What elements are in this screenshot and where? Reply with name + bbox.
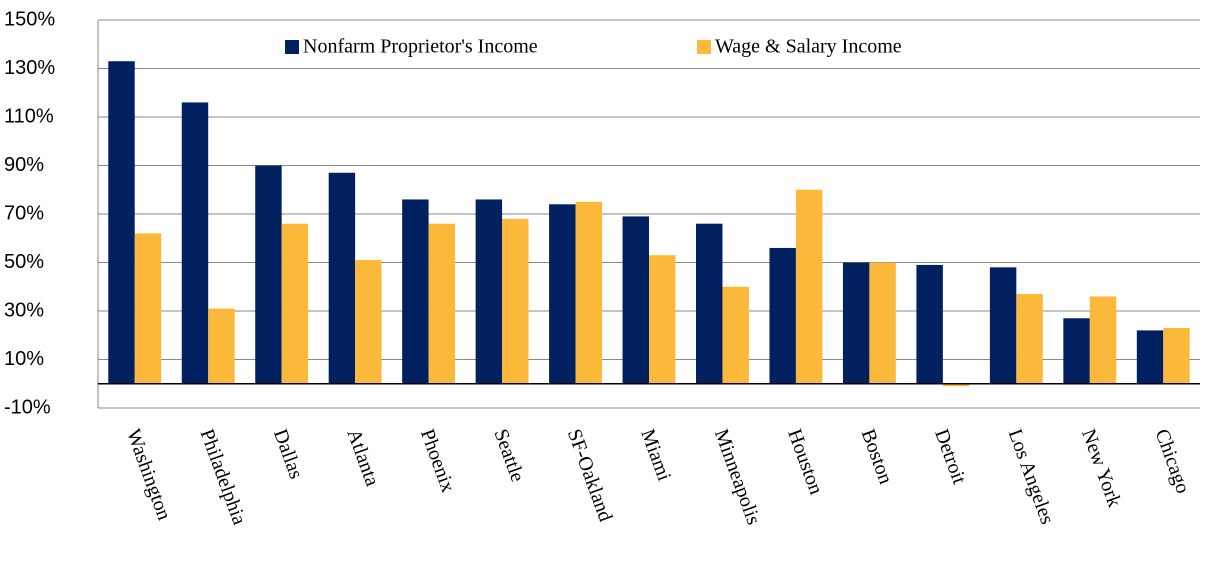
x-tick-label: Houston [783, 426, 827, 497]
bar [1163, 327, 1190, 384]
bar [549, 204, 576, 384]
bar [722, 286, 749, 384]
bar [1063, 318, 1090, 384]
x-tick-label: Detroit [930, 426, 970, 487]
bar [1016, 294, 1043, 384]
bar [428, 223, 456, 384]
bar [622, 216, 649, 384]
bar [402, 199, 429, 384]
bar [869, 262, 896, 384]
x-tick-label: Phoenix [416, 426, 459, 495]
y-tick-label: 90% [4, 154, 44, 176]
y-tick-label: 150% [4, 8, 55, 30]
x-tick-label: Atlanta [342, 426, 383, 489]
bar [989, 267, 1017, 384]
bar [328, 172, 356, 384]
y-tick-label: 10% [4, 348, 44, 370]
legend-label: Wage & Salary Income [715, 36, 902, 58]
x-tick-label: Chicago [1151, 426, 1194, 496]
legend-swatch [697, 40, 711, 54]
x-tick-label: Miami [636, 426, 675, 484]
bar [134, 233, 162, 384]
bar [649, 255, 676, 384]
bar [208, 308, 235, 384]
x-tick-label: Dallas [269, 426, 307, 482]
bar [696, 223, 723, 384]
bar [475, 199, 503, 384]
x-tick-label: Philadelphia [196, 426, 251, 528]
bar [769, 247, 796, 384]
bar [281, 223, 309, 384]
bar [502, 218, 529, 384]
bar [1136, 330, 1164, 384]
bar [942, 383, 970, 387]
x-tick-label: Los Angeles [1004, 426, 1059, 527]
y-tick-label: -10% [4, 396, 51, 418]
bar [355, 260, 382, 384]
bar [181, 102, 209, 384]
y-tick-label: 130% [4, 57, 55, 79]
bar [1089, 296, 1117, 384]
bar [916, 264, 943, 384]
x-tick-label: SF-Oakland [563, 426, 617, 524]
bar [108, 61, 135, 384]
x-tick-label: Boston [857, 426, 897, 487]
x-tick-label: Seattle [489, 426, 528, 485]
bar [575, 201, 602, 384]
y-tick-label: 70% [4, 202, 44, 224]
y-tick-label: 110% [4, 105, 54, 127]
legend-swatch [285, 40, 299, 54]
y-tick-label: 50% [4, 251, 44, 273]
bar [255, 165, 282, 384]
y-tick-label: 30% [4, 299, 44, 321]
x-tick-label: Washington [122, 426, 175, 523]
legend-label: Nonfarm Proprietor's Income [303, 36, 538, 58]
bar [795, 189, 823, 384]
x-tick-label: Minneapolis [710, 426, 765, 528]
x-tick-label: New York [1077, 426, 1125, 510]
bar [842, 262, 870, 384]
